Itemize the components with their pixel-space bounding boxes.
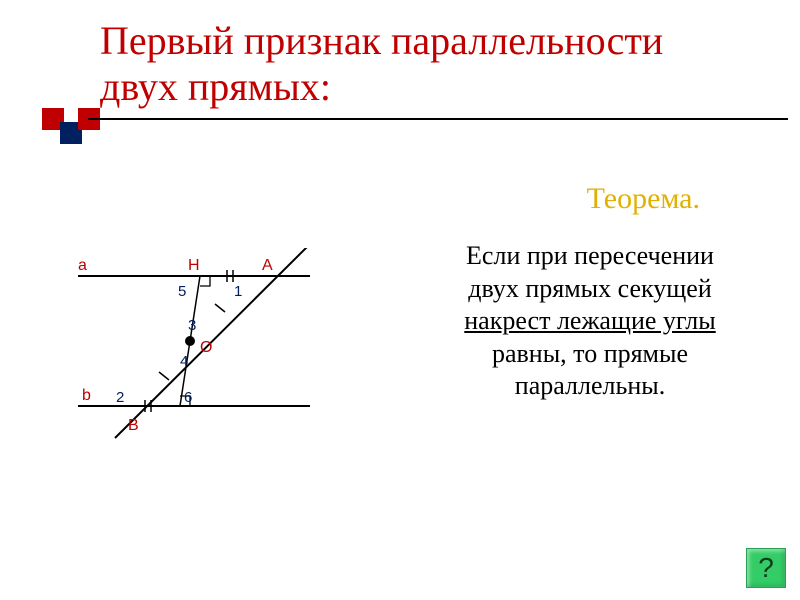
geometry-diagram: a b H A B O 1 2 3 4 5 6 <box>60 248 320 448</box>
svg-text:a: a <box>78 257 87 274</box>
slide-title: Первый признак параллельности двух прямы… <box>100 18 700 110</box>
subtitle-theorem: Теорема. <box>587 182 700 216</box>
svg-text:2: 2 <box>116 389 124 406</box>
svg-text:5: 5 <box>178 283 186 300</box>
title-decoration <box>42 108 162 150</box>
svg-text:A: A <box>262 257 273 274</box>
theorem-after: равны, то прямые параллельны. <box>492 339 688 401</box>
theorem-before: Если при пересечении двух прямых секущей <box>466 241 714 303</box>
help-button[interactable]: ? <box>746 548 786 588</box>
svg-text:4: 4 <box>180 353 188 370</box>
theorem-underlined: накрест лежащие углы <box>464 306 715 335</box>
svg-text:3: 3 <box>188 317 196 334</box>
svg-text:B: B <box>128 417 139 434</box>
svg-text:1: 1 <box>234 283 242 300</box>
svg-text:6: 6 <box>184 389 192 406</box>
svg-text:b: b <box>82 387 91 404</box>
theorem-text: Если при пересечении двух прямых секущей… <box>440 240 740 403</box>
svg-text:H: H <box>188 257 200 274</box>
svg-text:O: O <box>200 339 212 356</box>
